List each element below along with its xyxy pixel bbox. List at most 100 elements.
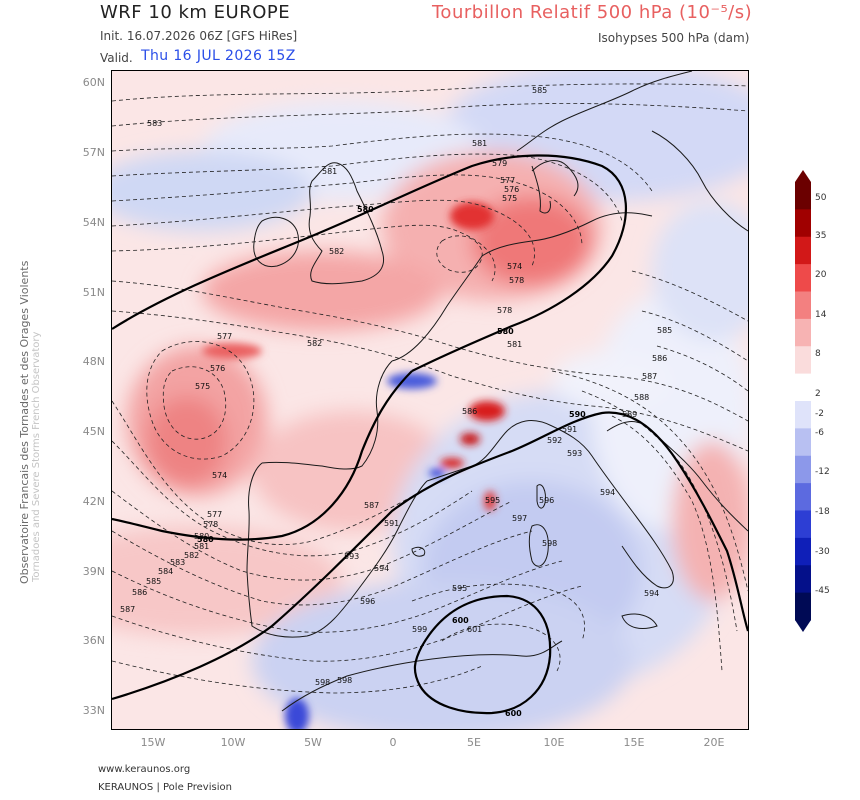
colorbar-label: 14 bbox=[815, 310, 827, 320]
lat-label: 57N bbox=[82, 146, 105, 159]
colorbar-label: 50 bbox=[815, 193, 827, 203]
svg-text:581: 581 bbox=[507, 340, 522, 349]
colorbar-step bbox=[795, 537, 811, 566]
svg-text:587: 587 bbox=[642, 372, 657, 381]
dashed-contours bbox=[112, 83, 748, 694]
colorbar-step bbox=[795, 209, 811, 238]
lon-label: 5E bbox=[467, 736, 481, 749]
init-time: Init. 16.07.2026 06Z [GFS HiRes] bbox=[100, 29, 298, 43]
colorbar-label: -6 bbox=[815, 428, 824, 438]
vorticity-field bbox=[112, 71, 748, 729]
svg-text:587: 587 bbox=[120, 605, 135, 614]
svg-text:594: 594 bbox=[374, 564, 389, 573]
colorbar-step bbox=[795, 373, 811, 402]
svg-text:583: 583 bbox=[147, 119, 162, 128]
svg-text:586: 586 bbox=[652, 354, 667, 363]
colorbar-label: 20 bbox=[815, 270, 827, 280]
colorbar-label: 2 bbox=[815, 389, 821, 399]
svg-text:582: 582 bbox=[329, 247, 344, 256]
lat-label: 45N bbox=[82, 425, 105, 438]
lat-label: 39N bbox=[82, 565, 105, 578]
svg-text:574: 574 bbox=[212, 471, 227, 480]
lon-label: 20E bbox=[703, 736, 725, 749]
colorbar-label: 35 bbox=[815, 231, 827, 241]
svg-text:596: 596 bbox=[539, 496, 554, 505]
svg-text:595: 595 bbox=[485, 496, 500, 505]
bold-contours bbox=[112, 154, 748, 715]
lon-label: 15E bbox=[623, 736, 645, 749]
contour-labels: 585 583 581 579 577 576 575 574 578 581 … bbox=[120, 86, 672, 687]
coastlines bbox=[246, 71, 748, 712]
svg-text:580: 580 bbox=[357, 205, 374, 214]
lat-label: 33N bbox=[82, 704, 105, 717]
svg-text:588: 588 bbox=[634, 393, 649, 402]
svg-text:578: 578 bbox=[509, 276, 524, 285]
colorbar-step bbox=[795, 510, 811, 539]
svg-text:593: 593 bbox=[567, 449, 582, 458]
colorbar-label: -12 bbox=[815, 467, 830, 477]
svg-text:591: 591 bbox=[384, 519, 399, 528]
colorbar-label: 8 bbox=[815, 349, 821, 359]
website-link[interactable]: www.keraunos.org bbox=[98, 764, 191, 775]
colorbar-max-arrow bbox=[795, 170, 811, 182]
svg-text:578: 578 bbox=[497, 306, 512, 315]
svg-text:600: 600 bbox=[452, 616, 469, 625]
svg-text:586: 586 bbox=[462, 407, 477, 416]
valid-date: Thu 16 JUL 2026 15Z bbox=[141, 48, 296, 64]
svg-text:585: 585 bbox=[146, 577, 161, 586]
svg-text:590: 590 bbox=[569, 410, 586, 419]
colorbar-step bbox=[795, 455, 811, 484]
svg-text:597: 597 bbox=[512, 514, 527, 523]
svg-text:577: 577 bbox=[207, 510, 222, 519]
svg-text:587: 587 bbox=[364, 501, 379, 510]
svg-text:581: 581 bbox=[194, 542, 209, 551]
lat-label: 60N bbox=[82, 76, 105, 89]
svg-text:581: 581 bbox=[472, 139, 487, 148]
lat-label: 42N bbox=[82, 495, 105, 508]
side-credit-fr: Observatoire Francais des Tornades et de… bbox=[18, 260, 31, 584]
svg-text:592: 592 bbox=[547, 436, 562, 445]
colorbar-step bbox=[795, 483, 811, 511]
map-canvas: 585 583 581 579 577 576 575 574 578 581 … bbox=[112, 71, 748, 729]
svg-text:576: 576 bbox=[504, 185, 519, 194]
svg-text:580: 580 bbox=[194, 532, 209, 541]
colorbar-step bbox=[795, 291, 811, 320]
variable-title: Tourbillon Relatif 500 hPa (10⁻⁵/s) bbox=[432, 2, 753, 23]
colorbar-ramp bbox=[795, 170, 811, 632]
svg-text:601: 601 bbox=[467, 625, 482, 634]
lon-label: 15W bbox=[140, 736, 166, 749]
svg-text:585: 585 bbox=[532, 86, 547, 95]
svg-text:598: 598 bbox=[315, 678, 330, 687]
colorbar-step bbox=[795, 236, 811, 265]
svg-text:582: 582 bbox=[184, 551, 199, 560]
lat-label: 48N bbox=[82, 355, 105, 368]
colorbar-step bbox=[795, 428, 811, 457]
svg-text:578: 578 bbox=[203, 520, 218, 529]
colorbar-step bbox=[795, 346, 811, 375]
weather-map[interactable]: 585 583 581 579 577 576 575 574 578 581 … bbox=[111, 70, 749, 730]
svg-text:582: 582 bbox=[307, 339, 322, 348]
svg-text:581: 581 bbox=[322, 167, 337, 176]
svg-text:575: 575 bbox=[502, 194, 517, 203]
footer-brand: KERAUNOS | Pole Prevision bbox=[98, 782, 232, 793]
svg-text:595: 595 bbox=[452, 584, 467, 593]
svg-text:585: 585 bbox=[657, 326, 672, 335]
colorbar-label: -18 bbox=[815, 507, 830, 517]
colorbar-step bbox=[795, 565, 811, 594]
colorbar-label: -2 bbox=[815, 409, 824, 419]
svg-text:598: 598 bbox=[337, 676, 352, 685]
svg-text:594: 594 bbox=[644, 589, 659, 598]
colorbar-step bbox=[795, 318, 811, 347]
lon-label: 10E bbox=[543, 736, 565, 749]
svg-text:577: 577 bbox=[500, 176, 515, 185]
svg-text:580: 580 bbox=[197, 535, 214, 544]
svg-text:577: 577 bbox=[217, 332, 232, 341]
svg-text:576: 576 bbox=[210, 364, 225, 373]
valid-label: Valid. bbox=[100, 51, 133, 65]
colorbar-step bbox=[795, 264, 811, 292]
svg-text:599: 599 bbox=[412, 625, 427, 634]
svg-text:600: 600 bbox=[505, 709, 522, 718]
lon-label: 10W bbox=[220, 736, 246, 749]
svg-text:583: 583 bbox=[170, 558, 185, 567]
colorbar-label: -30 bbox=[815, 547, 830, 557]
